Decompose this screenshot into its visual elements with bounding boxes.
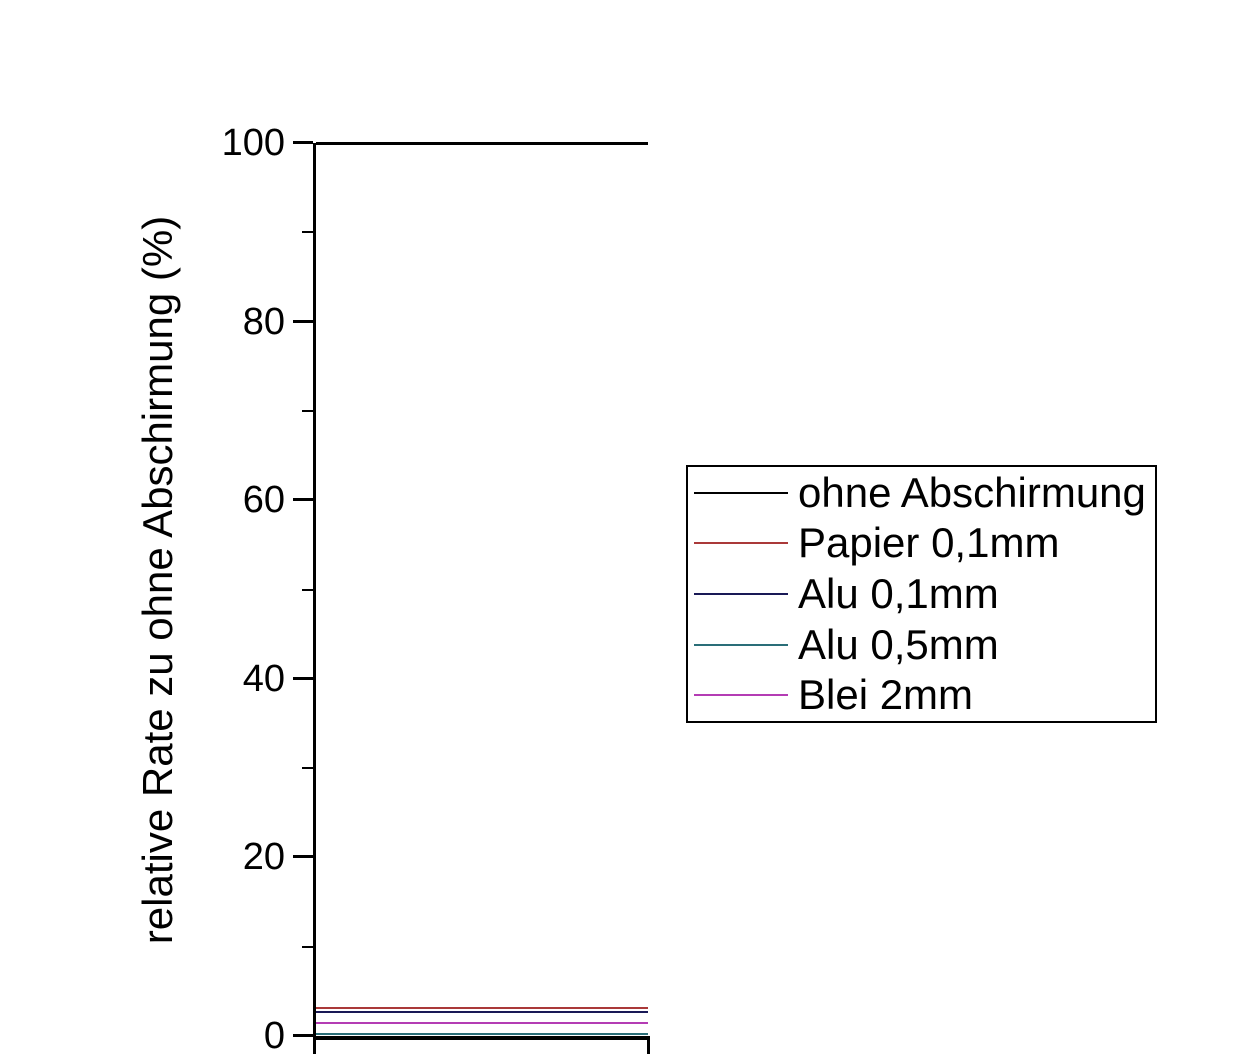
y-axis-tick-label: 80 (242, 300, 285, 343)
legend-item: ohne Abschirmung (688, 468, 1155, 518)
y-axis-major-tick (293, 1034, 313, 1037)
y-axis-minor-tick (302, 231, 313, 234)
legend-line-sample (694, 643, 788, 646)
y-axis-major-tick (293, 855, 313, 859)
legend-line-sample (694, 592, 788, 595)
legend-item: Blei 2mm (688, 670, 1155, 720)
y-axis-major-tick (293, 676, 313, 680)
series-line-alu-0-5mm (316, 1033, 648, 1035)
y-axis-tick-label: 0 (263, 1015, 285, 1057)
legend-item: Papier 0,1mm (688, 518, 1155, 568)
legend-item: Alu 0,1mm (688, 569, 1155, 619)
y-axis-major-tick (293, 141, 313, 144)
legend: ohne Abschirmung Papier 0,1mm Alu 0,1mm Alu… (686, 465, 1157, 723)
y-axis-tick-label: 60 (242, 479, 285, 522)
legend-item-label: Alu 0,5mm (798, 620, 999, 668)
legend-item-label: Alu 0,1mm (798, 569, 999, 617)
series-line-ohne-abschirmung (316, 142, 648, 145)
legend-item: Alu 0,5mm (688, 620, 1155, 670)
y-axis-major-tick (293, 498, 313, 502)
y-axis-tick-label: 100 (221, 122, 285, 164)
legend-item-label: Papier 0,1mm (798, 519, 1060, 567)
y-axis-minor-tick (302, 409, 313, 412)
series-line-papier-0-1mm (316, 1007, 648, 1009)
y-axis-minor-tick (302, 767, 313, 770)
y-axis-tick-label: 20 (242, 836, 285, 879)
x-axis-line (313, 1036, 650, 1040)
y-axis-minor-tick (302, 588, 313, 591)
legend-line-sample (694, 542, 788, 545)
legend-line-sample (694, 491, 788, 494)
y-axis-minor-tick (302, 945, 313, 948)
series-line-alu-0-1mm (316, 1011, 648, 1013)
legend-item-label: Blei 2mm (798, 671, 974, 719)
y-axis-major-tick (293, 319, 313, 323)
y-axis-line (313, 143, 316, 1054)
x-axis-end-tick (647, 1036, 650, 1054)
legend-line-sample (694, 694, 788, 697)
y-axis-tick-label: 40 (242, 657, 285, 700)
legend-item-label: ohne Abschirmung (798, 468, 1146, 516)
series-line-blei-2mm (316, 1022, 648, 1024)
